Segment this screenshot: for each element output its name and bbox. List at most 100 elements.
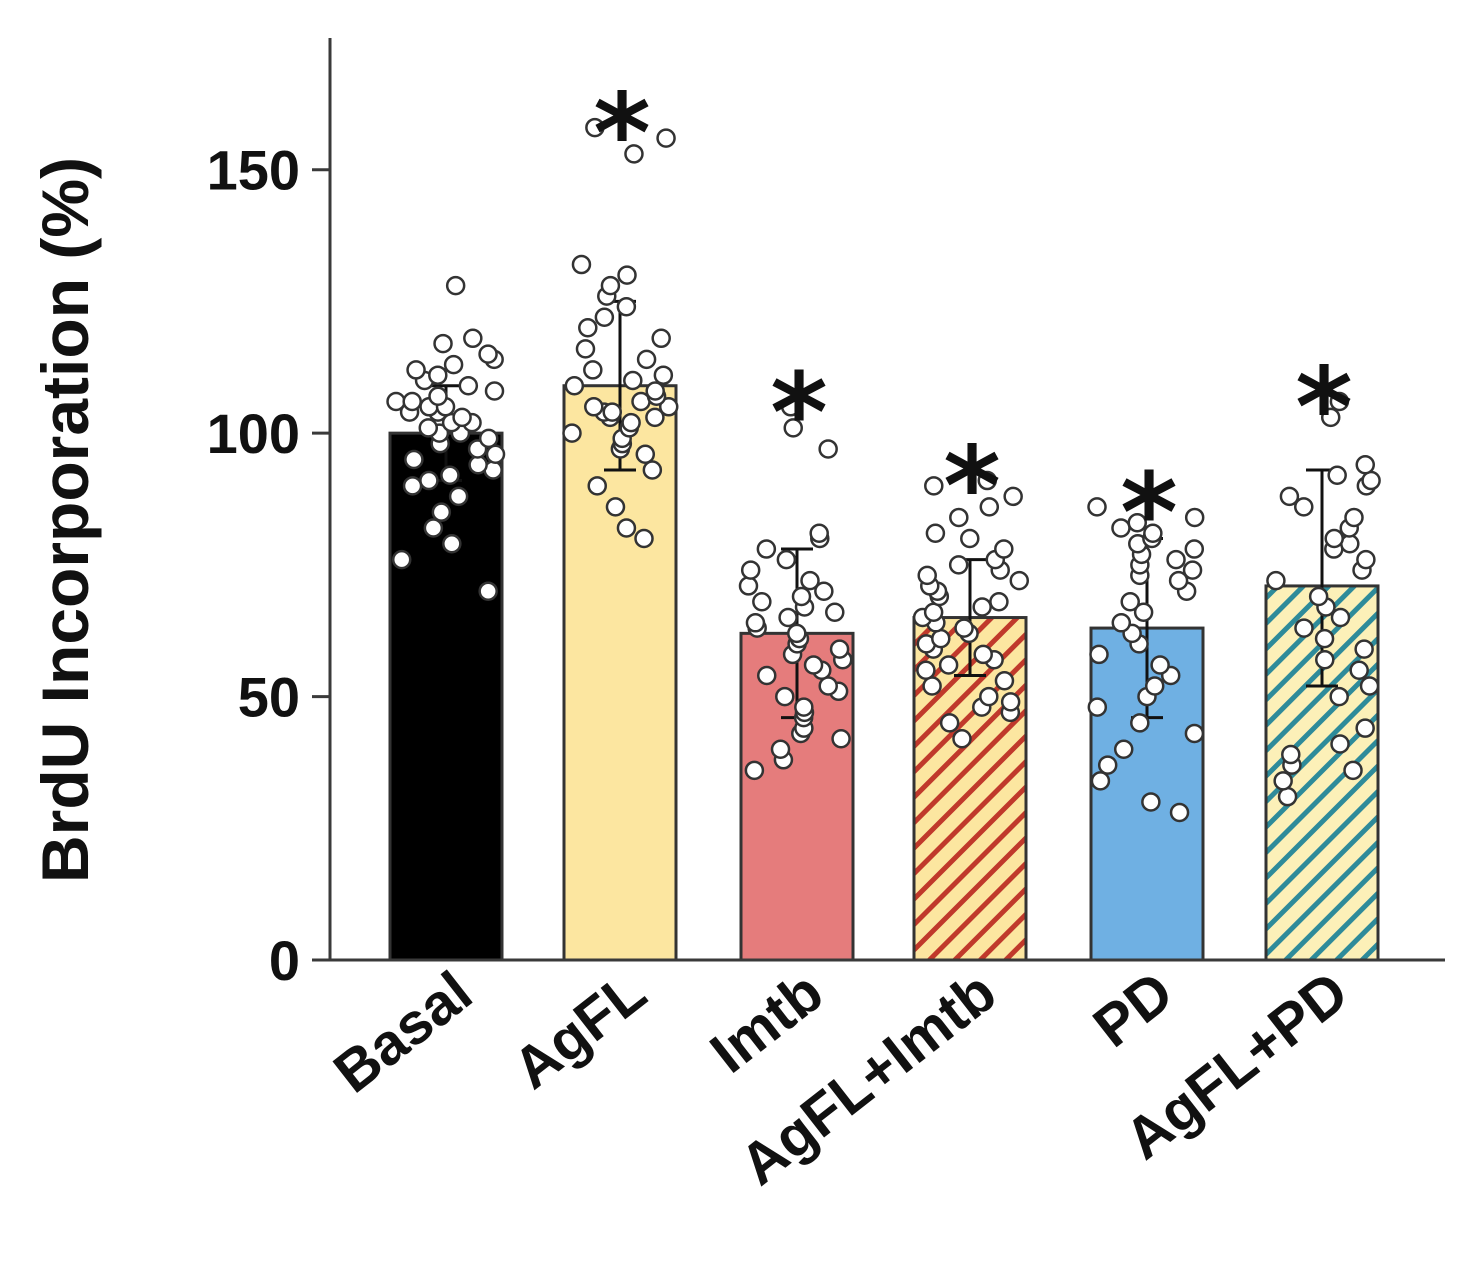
data-point (979, 497, 1000, 517)
data-point (616, 296, 637, 317)
data-point (656, 128, 676, 148)
data-point (809, 523, 829, 543)
data-point (1343, 760, 1363, 781)
data-point (1277, 786, 1298, 807)
data-point (642, 460, 663, 480)
data-point (478, 581, 498, 601)
data-point (938, 655, 959, 675)
data-point (791, 586, 812, 607)
data-point (1090, 771, 1111, 791)
data-point (954, 618, 974, 638)
data-point (803, 655, 824, 675)
significance-star: * (1120, 449, 1178, 577)
data-point (1356, 549, 1376, 570)
data-point (931, 628, 951, 649)
data-point (602, 402, 622, 422)
data-point (979, 686, 999, 707)
significance-star: * (593, 70, 651, 198)
x-tick-label: Basal (322, 959, 484, 1106)
data-point (605, 497, 626, 517)
data-point (1344, 507, 1364, 528)
data-point (1273, 771, 1293, 791)
data-point (776, 549, 797, 570)
data-point (418, 418, 439, 438)
data-point (740, 560, 761, 580)
data-point (1111, 613, 1132, 633)
data-point (1168, 570, 1189, 591)
data-point (1355, 718, 1375, 738)
data-point (562, 423, 582, 443)
data-point (636, 349, 657, 370)
data-point (428, 365, 448, 385)
data-point (404, 449, 424, 470)
data-point (443, 354, 464, 375)
data-point (406, 360, 426, 380)
data-point (391, 549, 412, 570)
data-point (757, 665, 777, 686)
data-point (916, 660, 936, 680)
data-point (1169, 802, 1190, 823)
data-point (617, 265, 637, 285)
data-point (1320, 407, 1341, 428)
data-point (775, 686, 795, 707)
data-point (924, 476, 944, 496)
bars-layer (388, 384, 1380, 962)
data-point (653, 365, 674, 385)
data-point (623, 370, 643, 391)
data-point (1354, 639, 1374, 659)
data-point (1144, 676, 1165, 696)
y-tick-label: 100 (207, 402, 300, 465)
data-point (624, 144, 644, 164)
data-point (1000, 692, 1021, 712)
data-point (616, 518, 637, 538)
data-point (1166, 549, 1186, 570)
data-point (829, 639, 850, 659)
data-point (922, 676, 942, 696)
data-point (917, 565, 937, 586)
data-point (1184, 539, 1205, 559)
data-point (645, 381, 665, 401)
significance-star: * (770, 349, 828, 477)
data-point (1330, 734, 1350, 754)
data-point (1329, 391, 1350, 412)
data-point (386, 391, 406, 412)
data-point (825, 602, 845, 623)
data-point (478, 344, 498, 364)
data-point (1009, 570, 1030, 591)
data-point (814, 581, 834, 601)
data-point (744, 760, 765, 781)
data-point (949, 507, 969, 528)
data-point (939, 713, 960, 733)
y-tick-label: 0 (269, 929, 300, 992)
data-point (1089, 644, 1109, 665)
data-point (1281, 744, 1301, 765)
data-point (594, 307, 615, 327)
data-point (1127, 512, 1148, 533)
axes-layer (312, 38, 1445, 962)
data-point (1143, 523, 1163, 543)
data-point (960, 528, 980, 549)
data-point (831, 728, 851, 749)
data-point (645, 407, 665, 428)
data-point (571, 254, 592, 275)
x-tick-label: AgFL (501, 959, 658, 1101)
data-point (575, 339, 596, 359)
data-point (1150, 655, 1170, 675)
data-point (600, 275, 621, 296)
data-point (973, 644, 993, 665)
data-point (583, 360, 603, 380)
data-point (1130, 713, 1150, 733)
data-point (1324, 528, 1344, 549)
data-point (977, 470, 998, 491)
data-point (1308, 586, 1329, 607)
data-point (1184, 507, 1205, 528)
x-tick-label: PD (1081, 959, 1185, 1060)
y-tick-label: 150 (207, 139, 300, 202)
data-point (1182, 560, 1203, 580)
data-point (994, 671, 1015, 691)
data-point (651, 328, 671, 349)
data-point (948, 555, 969, 575)
data-point (1087, 697, 1108, 717)
data-point (778, 607, 798, 628)
